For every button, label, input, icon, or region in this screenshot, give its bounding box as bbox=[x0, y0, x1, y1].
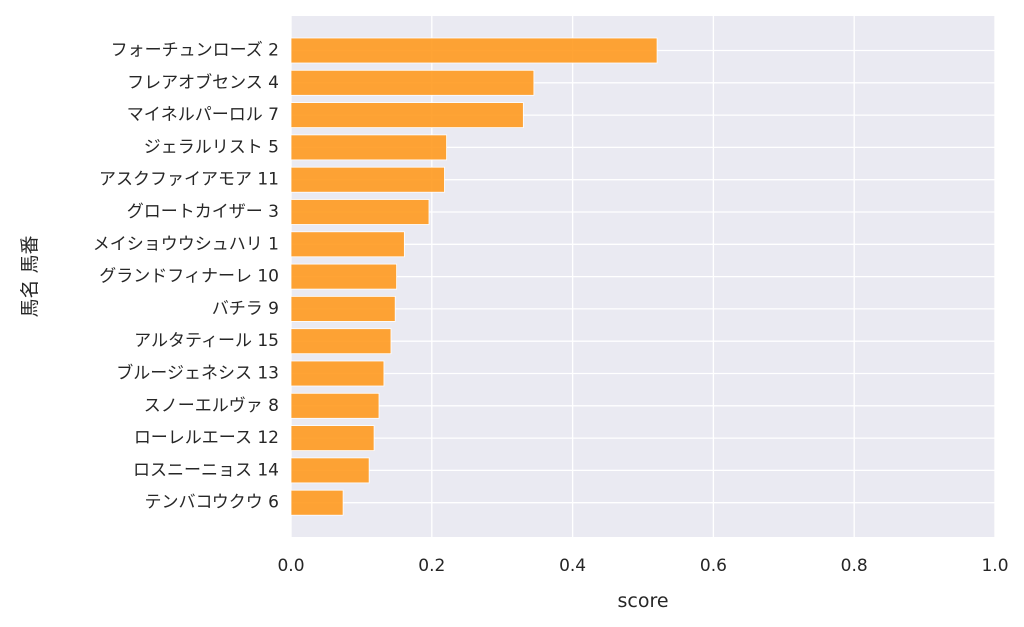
x-tick-label: 0.4 bbox=[559, 556, 586, 576]
bar bbox=[290, 263, 397, 290]
category-label: フレアオブセンス 4 bbox=[127, 72, 279, 93]
x-tick-label: 1.0 bbox=[981, 556, 1008, 576]
category-label: マイネルパーロル 7 bbox=[127, 105, 279, 125]
bar bbox=[290, 134, 447, 161]
category-label: テンバコウクウ 6 bbox=[144, 493, 279, 513]
bar bbox=[290, 102, 524, 128]
x-tick-label: 0.2 bbox=[418, 556, 445, 576]
category-label: スノーエルヴァ 8 bbox=[144, 396, 279, 416]
x-tick-label: 0.6 bbox=[700, 556, 727, 576]
bar bbox=[290, 457, 370, 484]
bar bbox=[290, 69, 535, 96]
category-label: フォーチュンローズ 2 bbox=[111, 41, 279, 61]
category-label: アルタティール 15 bbox=[134, 331, 279, 351]
x-axis-title: score bbox=[617, 590, 668, 612]
bar bbox=[290, 37, 658, 64]
bar bbox=[290, 295, 396, 322]
bar bbox=[290, 166, 445, 193]
category-label: ロスニーニョス 14 bbox=[133, 460, 279, 480]
category-label: バチラ 9 bbox=[212, 299, 279, 319]
bar bbox=[290, 392, 380, 419]
bar bbox=[290, 199, 430, 225]
bar bbox=[290, 489, 344, 516]
category-label: グロートカイザー 3 bbox=[127, 202, 279, 222]
y-axis-title: 馬名 馬番 bbox=[19, 235, 41, 317]
x-tick-label: 0.0 bbox=[277, 556, 304, 576]
category-label: ローレルエース 12 bbox=[134, 428, 279, 448]
bars bbox=[290, 37, 658, 516]
category-label: グランドフィナーレ 10 bbox=[99, 267, 279, 287]
category-label: アスクファイアモア 11 bbox=[99, 170, 279, 190]
y-axis-category-labels: フォーチュンローズ 2 フレアオブセンス 4 マイネルパーロル 7 ジェラルリスト 5… bbox=[93, 41, 279, 513]
category-label: メイショウウシュハリ 1 bbox=[93, 234, 279, 254]
category-label: ジェラルリスト 5 bbox=[144, 137, 279, 157]
bar bbox=[290, 328, 392, 355]
bar bbox=[290, 360, 385, 387]
bar bbox=[290, 231, 405, 258]
category-label: ブルージェネシス 13 bbox=[116, 363, 279, 384]
x-tick-label: 0.8 bbox=[841, 556, 868, 576]
x-axis-ticks: 0.0 0.2 0.4 0.6 0.8 1.0 bbox=[277, 556, 1008, 576]
bar bbox=[290, 425, 375, 452]
